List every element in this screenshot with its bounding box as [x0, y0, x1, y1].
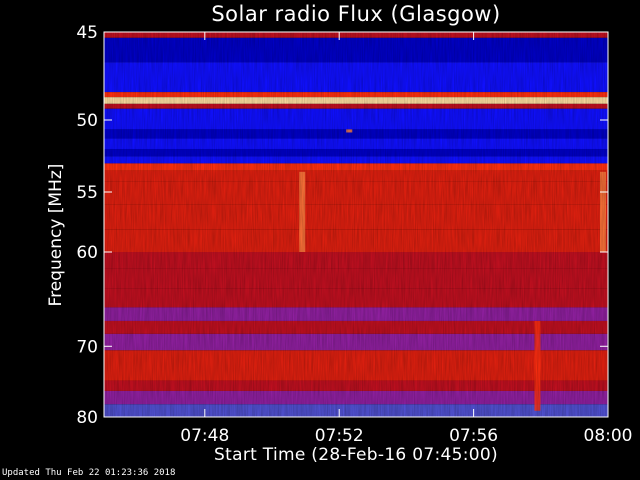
y-tick-label: 70	[76, 337, 98, 357]
x-tick-label: 08:00	[584, 426, 633, 446]
y-axis-ticks: 45 50 55 60 70 80	[76, 23, 608, 428]
plot-frame	[103, 31, 609, 418]
y-tick-label: 60	[76, 243, 98, 263]
y-tick-label: 50	[76, 111, 98, 131]
y-tick-label: 80	[76, 408, 98, 428]
chart-title: Solar radio Flux (Glasgow)	[211, 2, 501, 26]
spectrogram-noise-overlay	[104, 32, 608, 417]
y-tick-label: 55	[76, 183, 98, 203]
x-axis-label: Start Time (28-Feb-16 07:45:00)	[214, 445, 498, 465]
x-tick-label: 07:56	[449, 426, 498, 446]
y-tick-label: 45	[76, 23, 98, 43]
x-axis-ticks: 07:48 07:52 07:56 08:00	[180, 32, 633, 446]
x-tick-label: 07:48	[180, 426, 229, 446]
y-axis-label: Frequency [MHz]	[46, 163, 66, 307]
x-tick-label: 07:52	[315, 426, 364, 446]
updated-timestamp: Updated Thu Feb 22 01:23:36 2018	[2, 468, 176, 478]
